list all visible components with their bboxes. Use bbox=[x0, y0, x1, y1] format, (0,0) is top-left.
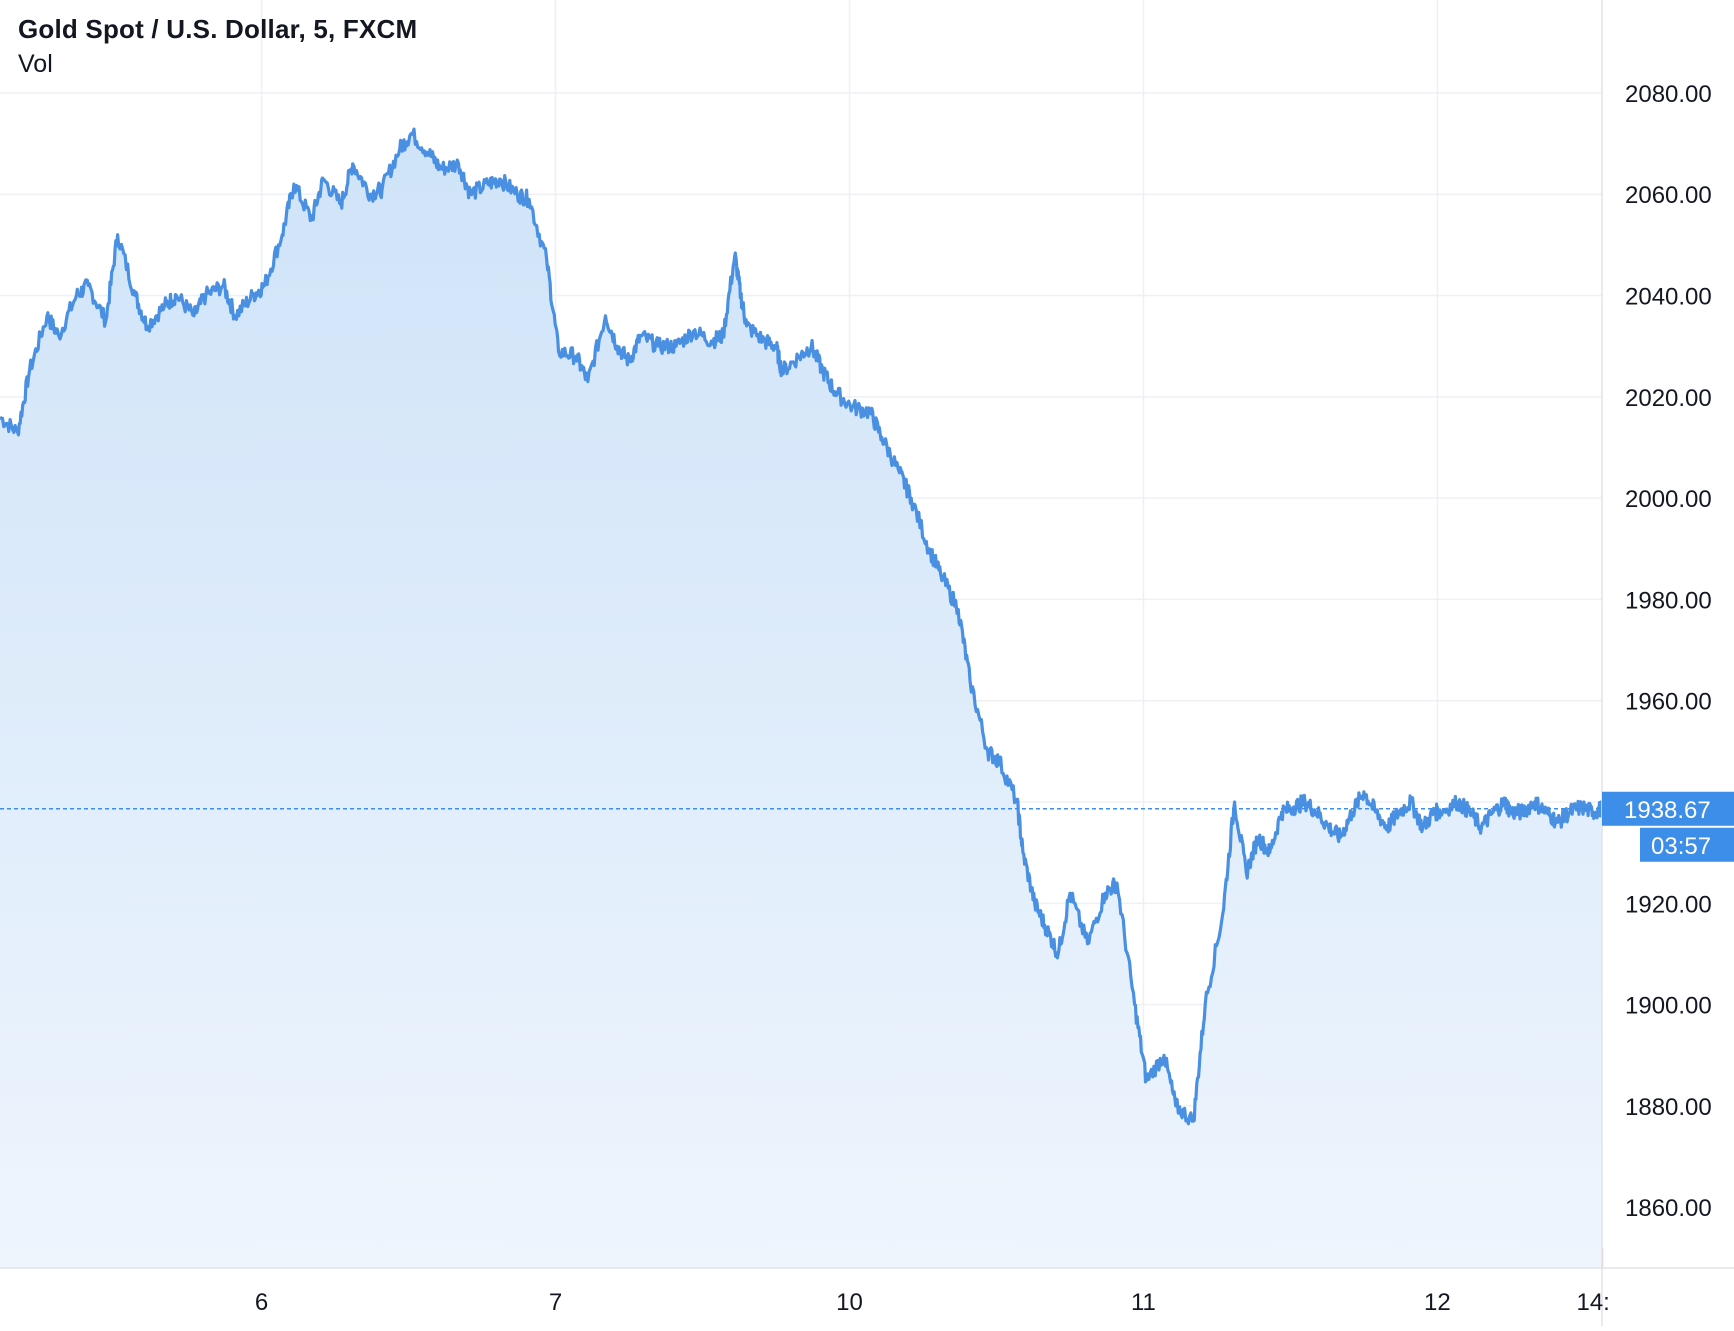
countdown-text: 03:57 bbox=[1651, 833, 1711, 860]
y-tick-label: 1860.00 bbox=[1625, 1195, 1712, 1222]
x-tick-label: 11 bbox=[1131, 1289, 1156, 1316]
last-price-box bbox=[1602, 791, 1734, 826]
y-tick-label: 2020.00 bbox=[1625, 385, 1712, 412]
x-tick-label: 7 bbox=[549, 1289, 562, 1316]
y-tick-label: 1900.00 bbox=[1625, 993, 1712, 1020]
price-area-fill bbox=[0, 129, 1602, 1269]
last-price-text: 1938.67 bbox=[1624, 797, 1711, 824]
price-series-line bbox=[0, 127, 1604, 1126]
x-tick-label: 14: bbox=[1576, 1289, 1609, 1316]
x-tick-label: 6 bbox=[255, 1289, 268, 1316]
y-tick-label: 1960.00 bbox=[1625, 689, 1712, 716]
y-tick-label: 2040.00 bbox=[1625, 284, 1712, 311]
price-axis[interactable]: 1860.001880.001900.001920.001940.001960.… bbox=[1601, 0, 1712, 1326]
time-axis[interactable]: 6 7 10 11 12 14: bbox=[0, 1267, 1734, 1316]
y-tick-label: 1920.00 bbox=[1625, 891, 1712, 918]
price-line bbox=[0, 127, 1604, 1126]
countdown-box bbox=[1640, 827, 1734, 862]
y-tick-label: 2060.00 bbox=[1625, 182, 1712, 209]
last-price-badge: 1938.67 03:57 bbox=[0, 791, 1734, 862]
y-tick-label: 2080.00 bbox=[1625, 81, 1712, 108]
x-tick-label: 10 bbox=[836, 1289, 863, 1316]
chart-title: Gold Spot / U.S. Dollar, 5, FXCM bbox=[18, 14, 418, 44]
y-tick-label: 1880.00 bbox=[1625, 1094, 1712, 1121]
y-tick-label: 2000.00 bbox=[1625, 486, 1712, 513]
volume-label: Vol bbox=[18, 50, 53, 78]
price-area bbox=[0, 129, 1602, 1269]
y-tick-label: 1980.00 bbox=[1625, 587, 1712, 614]
x-tick-label: 12 bbox=[1424, 1289, 1451, 1316]
